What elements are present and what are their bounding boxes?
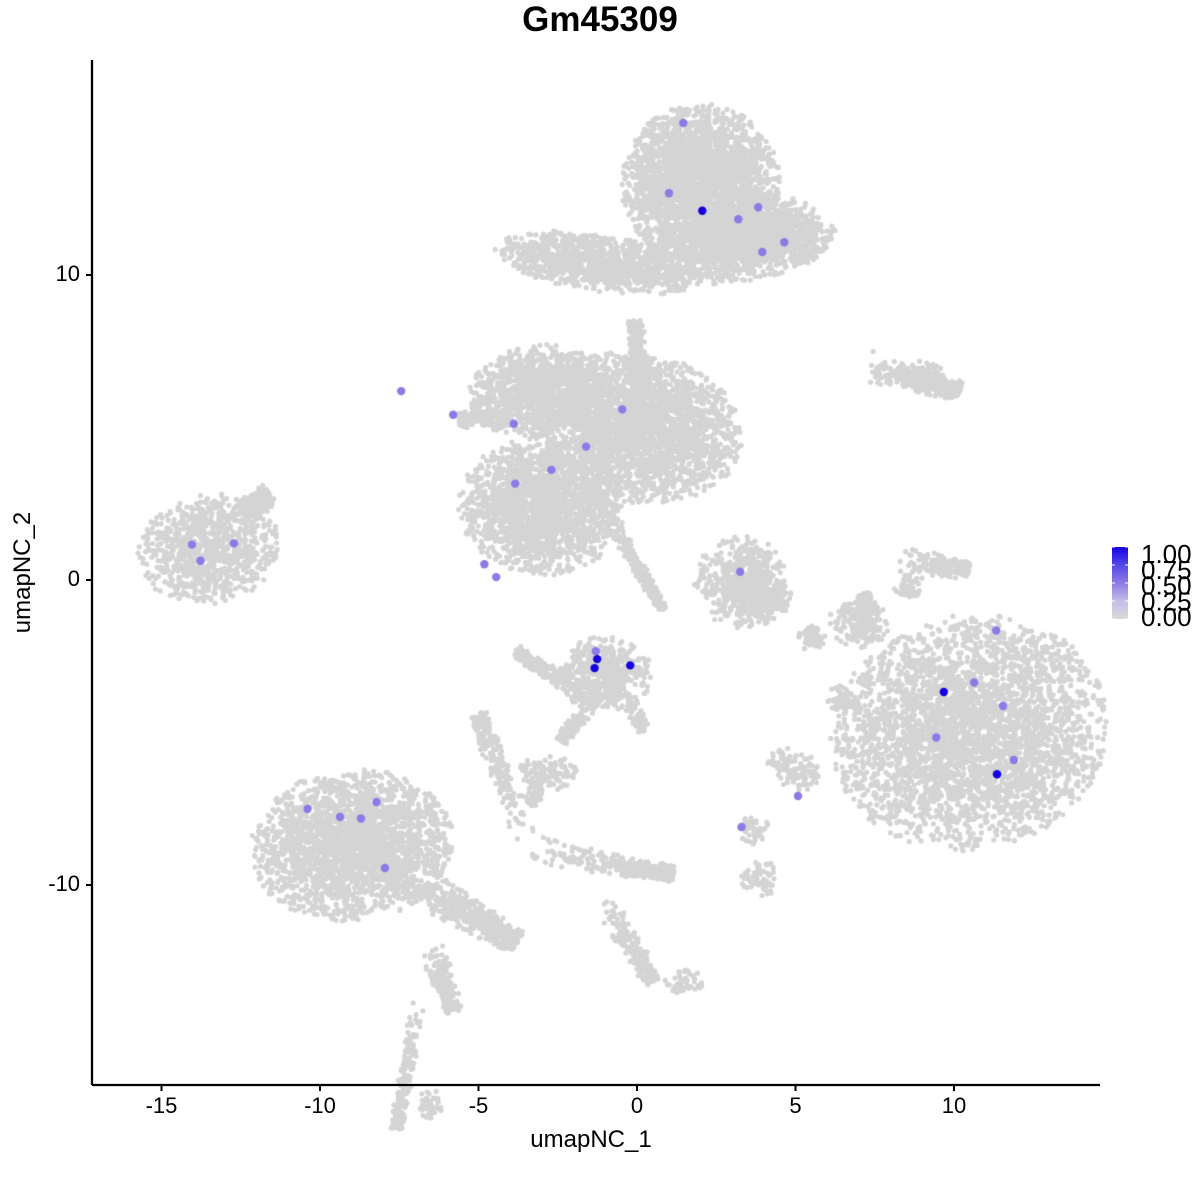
svg-text:10: 10 — [942, 1093, 966, 1118]
svg-text:5: 5 — [789, 1093, 801, 1118]
svg-text:umapNC_1: umapNC_1 — [530, 1126, 651, 1153]
svg-text:0: 0 — [68, 566, 80, 591]
svg-text:umapNC_2: umapNC_2 — [9, 512, 36, 633]
svg-text:-10: -10 — [304, 1093, 336, 1118]
svg-text:0.00: 0.00 — [1141, 602, 1192, 632]
svg-text:-15: -15 — [146, 1093, 178, 1118]
svg-text:-10: -10 — [48, 871, 80, 896]
svg-text:10: 10 — [56, 261, 80, 286]
svg-text:0: 0 — [631, 1093, 643, 1118]
svg-text:-5: -5 — [469, 1093, 489, 1118]
